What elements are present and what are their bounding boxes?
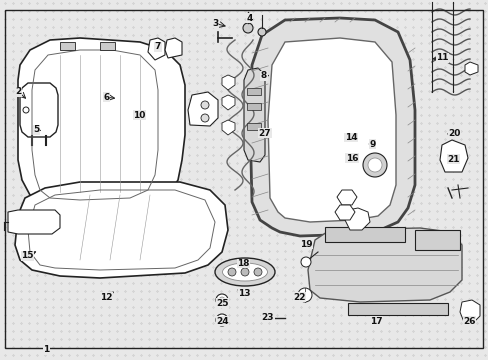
- Circle shape: [297, 288, 311, 302]
- Circle shape: [219, 297, 224, 303]
- Text: 21: 21: [447, 155, 459, 163]
- Bar: [100, 42, 115, 50]
- Circle shape: [241, 268, 248, 276]
- Circle shape: [367, 158, 381, 172]
- Ellipse shape: [222, 263, 267, 281]
- Text: 1: 1: [43, 346, 49, 354]
- Polygon shape: [222, 95, 235, 110]
- Polygon shape: [267, 38, 395, 222]
- Text: 19: 19: [299, 240, 312, 248]
- Text: 27: 27: [258, 129, 271, 138]
- Circle shape: [201, 114, 208, 122]
- Bar: [246, 88, 261, 95]
- Text: 25: 25: [216, 299, 228, 307]
- Bar: [325, 227, 404, 242]
- Polygon shape: [8, 210, 60, 234]
- Polygon shape: [464, 62, 477, 75]
- Polygon shape: [15, 182, 227, 278]
- Circle shape: [253, 268, 262, 276]
- Text: 16: 16: [345, 154, 358, 163]
- Text: 10: 10: [133, 111, 145, 120]
- Text: 15: 15: [21, 251, 34, 260]
- Bar: [246, 123, 261, 130]
- Circle shape: [219, 317, 224, 323]
- Polygon shape: [264, 315, 269, 321]
- Circle shape: [23, 107, 29, 113]
- Circle shape: [362, 153, 386, 177]
- Text: 11: 11: [435, 53, 448, 62]
- Bar: [414, 230, 459, 250]
- Text: 13: 13: [238, 289, 250, 298]
- Text: 24: 24: [216, 317, 228, 325]
- Circle shape: [201, 101, 208, 109]
- Polygon shape: [439, 140, 467, 172]
- Polygon shape: [345, 208, 369, 230]
- Text: 12: 12: [100, 292, 113, 302]
- Text: 7: 7: [154, 42, 161, 51]
- Text: 4: 4: [245, 14, 252, 23]
- Circle shape: [301, 257, 310, 267]
- Text: 5: 5: [34, 125, 40, 134]
- Text: 6: 6: [103, 93, 109, 102]
- Polygon shape: [336, 190, 356, 205]
- Circle shape: [227, 268, 236, 276]
- Polygon shape: [307, 228, 461, 302]
- Polygon shape: [187, 92, 218, 126]
- Ellipse shape: [215, 258, 274, 286]
- Polygon shape: [148, 38, 164, 60]
- Circle shape: [216, 294, 227, 306]
- Bar: [246, 103, 261, 110]
- Text: 2: 2: [16, 87, 21, 96]
- Text: 3: 3: [212, 19, 218, 28]
- Text: 18: 18: [237, 259, 249, 268]
- Text: 14: 14: [344, 133, 357, 142]
- Polygon shape: [164, 38, 182, 58]
- Polygon shape: [20, 83, 58, 137]
- Circle shape: [258, 28, 265, 36]
- Text: 26: 26: [462, 317, 475, 325]
- Polygon shape: [334, 205, 354, 220]
- Bar: [347, 303, 447, 315]
- Text: 8: 8: [261, 71, 266, 80]
- Circle shape: [216, 314, 227, 326]
- Polygon shape: [249, 18, 414, 236]
- Text: 17: 17: [369, 317, 382, 325]
- Bar: [60, 42, 75, 50]
- Polygon shape: [244, 68, 264, 162]
- Text: 23: 23: [261, 313, 274, 322]
- Text: 22: 22: [292, 292, 305, 302]
- Polygon shape: [459, 300, 479, 322]
- Polygon shape: [18, 38, 184, 208]
- Circle shape: [243, 23, 252, 33]
- Polygon shape: [222, 120, 235, 135]
- Text: 20: 20: [447, 130, 460, 139]
- Text: 9: 9: [368, 140, 375, 149]
- Polygon shape: [222, 75, 235, 90]
